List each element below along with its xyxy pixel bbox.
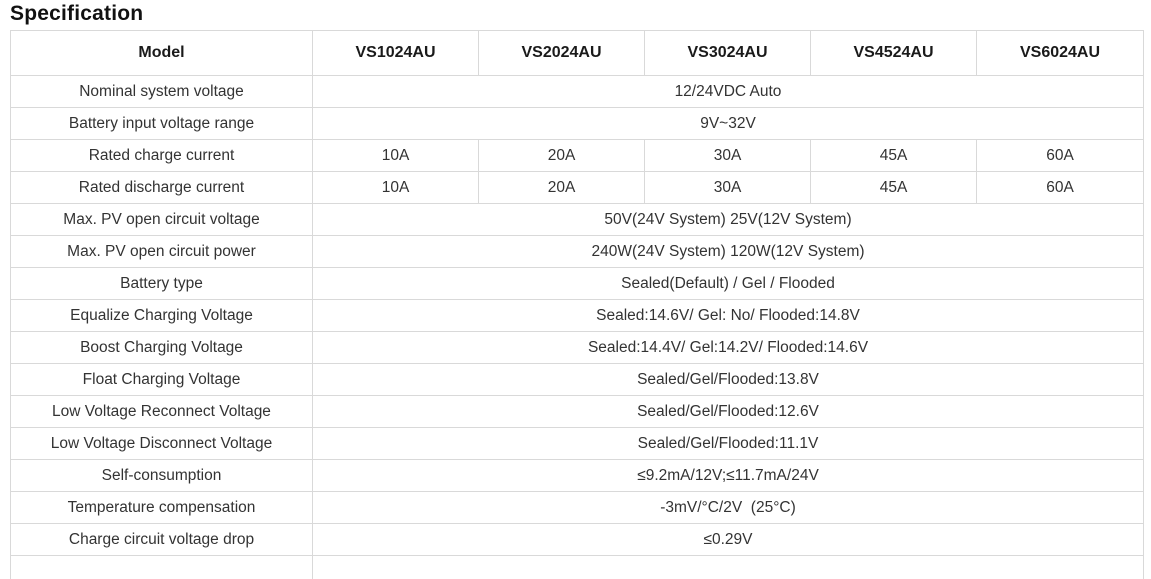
row-value: Sealed/Gel/Flooded:12.6V — [312, 395, 1144, 428]
row-label: Temperature compensation — [10, 491, 313, 524]
row-label: Battery input voltage range — [10, 107, 313, 140]
row-value-vs6024au: 60A — [976, 171, 1144, 204]
row-value: Sealed(Default) / Gel / Flooded — [312, 267, 1144, 300]
row-value-vs3024au: 30A — [644, 139, 811, 172]
row-max-pv-open-circuit-voltage: Max. PV open circuit voltage 50V(24V Sys… — [10, 203, 1144, 236]
row-value: 240W(24V System) 120W(12V System) — [312, 235, 1144, 268]
row-value — [312, 555, 1144, 579]
row-value: Sealed/Gel/Flooded:11.1V — [312, 427, 1144, 460]
row-label: Equalize Charging Voltage — [10, 299, 313, 332]
column-header-vs3024au: VS3024AU — [644, 30, 811, 76]
row-temperature-compensation: Temperature compensation -3mV/°C/2V (25°… — [10, 491, 1144, 524]
row-label: Low Voltage Disconnect Voltage — [10, 427, 313, 460]
page-title: Specification — [10, 2, 144, 25]
row-label: Boost Charging Voltage — [10, 331, 313, 364]
row-battery-type: Battery type Sealed(Default) / Gel / Flo… — [10, 267, 1144, 300]
row-equalize-charging-voltage: Equalize Charging Voltage Sealed:14.6V/ … — [10, 299, 1144, 332]
row-low-voltage-disconnect-voltage: Low Voltage Disconnect Voltage Sealed/Ge… — [10, 427, 1144, 460]
row-value-vs1024au: 10A — [312, 171, 479, 204]
row-value-vs4524au: 45A — [810, 171, 977, 204]
row-value: Sealed:14.4V/ Gel:14.2V/ Flooded:14.6V — [312, 331, 1144, 364]
row-value-vs6024au: 60A — [976, 139, 1144, 172]
row-low-voltage-reconnect-voltage: Low Voltage Reconnect Voltage Sealed/Gel… — [10, 395, 1144, 428]
row-label: Self-consumption — [10, 459, 313, 492]
column-header-vs4524au: VS4524AU — [810, 30, 977, 76]
specification-table: Model VS1024AU VS2024AU VS3024AU VS4524A… — [10, 30, 1144, 579]
row-value-vs2024au: 20A — [478, 139, 645, 172]
row-value: Sealed:14.6V/ Gel: No/ Flooded:14.8V — [312, 299, 1144, 332]
column-header-model: Model — [10, 30, 313, 76]
row-label: Rated charge current — [10, 139, 313, 172]
row-boost-charging-voltage: Boost Charging Voltage Sealed:14.4V/ Gel… — [10, 331, 1144, 364]
row-label: Battery type — [10, 267, 313, 300]
column-header-vs1024au: VS1024AU — [312, 30, 479, 76]
row-rated-charge-current: Rated charge current 10A 20A 30A 45A 60A — [10, 139, 1144, 172]
row-label: Max. PV open circuit voltage — [10, 203, 313, 236]
row-nominal-system-voltage: Nominal system voltage 12/24VDC Auto — [10, 75, 1144, 108]
row-value: ≤0.29V — [312, 523, 1144, 556]
row-label: Nominal system voltage — [10, 75, 313, 108]
row-label: Rated discharge current — [10, 171, 313, 204]
row-value: Sealed/Gel/Flooded:13.8V — [312, 363, 1144, 396]
row-value-vs2024au: 20A — [478, 171, 645, 204]
column-header-vs6024au: VS6024AU — [976, 30, 1144, 76]
row-label — [10, 555, 313, 579]
row-label: Low Voltage Reconnect Voltage — [10, 395, 313, 428]
column-header-vs2024au: VS2024AU — [478, 30, 645, 76]
table-header-row: Model VS1024AU VS2024AU VS3024AU VS4524A… — [10, 30, 1144, 76]
row-label: Charge circuit voltage drop — [10, 523, 313, 556]
row-value: 50V(24V System) 25V(12V System) — [312, 203, 1144, 236]
row-rated-discharge-current: Rated discharge current 10A 20A 30A 45A … — [10, 171, 1144, 204]
row-value: 12/24VDC Auto — [312, 75, 1144, 108]
row-self-consumption: Self-consumption ≤9.2mA/12V;≤11.7mA/24V — [10, 459, 1144, 492]
row-charge-circuit-voltage-drop: Charge circuit voltage drop ≤0.29V — [10, 523, 1144, 556]
row-label: Float Charging Voltage — [10, 363, 313, 396]
row-value-vs1024au: 10A — [312, 139, 479, 172]
row-value: 9V~32V — [312, 107, 1144, 140]
row-value-vs3024au: 30A — [644, 171, 811, 204]
row-max-pv-open-circuit-power: Max. PV open circuit power 240W(24V Syst… — [10, 235, 1144, 268]
row-partial-cutoff — [10, 555, 1144, 579]
row-float-charging-voltage: Float Charging Voltage Sealed/Gel/Floode… — [10, 363, 1144, 396]
row-label: Max. PV open circuit power — [10, 235, 313, 268]
row-value-vs4524au: 45A — [810, 139, 977, 172]
row-battery-input-voltage-range: Battery input voltage range 9V~32V — [10, 107, 1144, 140]
row-value: -3mV/°C/2V (25°C) — [312, 491, 1144, 524]
row-value: ≤9.2mA/12V;≤11.7mA/24V — [312, 459, 1144, 492]
